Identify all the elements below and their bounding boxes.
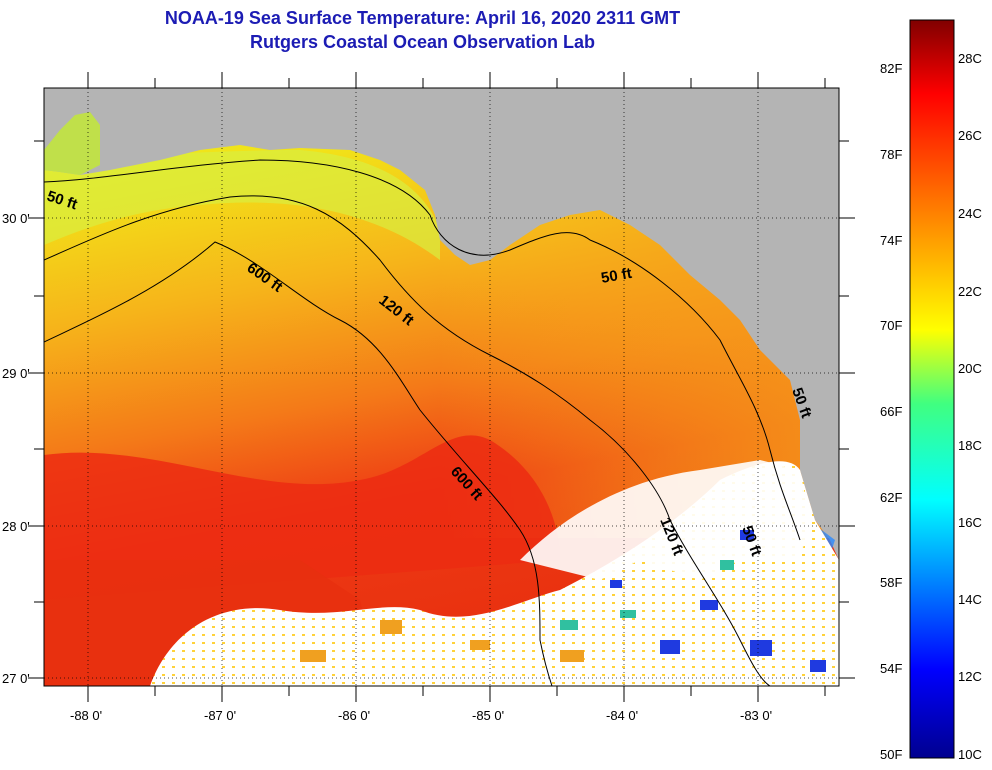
lon-label-88: -88 0' xyxy=(70,708,102,723)
lat-label-28: 28 0' xyxy=(2,519,30,534)
warm-band xyxy=(44,435,560,600)
map-subtitle: Rutgers Coastal Ocean Observation Lab xyxy=(249,32,596,52)
colorbar-gradient xyxy=(909,19,955,759)
colorbar-c-label: 14C xyxy=(958,592,982,607)
warm-pixels xyxy=(560,560,734,630)
colorbar-f-label: 70F xyxy=(880,318,902,333)
nearshore-cool-water xyxy=(44,150,440,260)
mobile-bay xyxy=(44,112,100,175)
contour-600ft xyxy=(44,241,553,686)
colorbar-c-label: 28C xyxy=(958,51,982,66)
land-south xyxy=(830,530,839,560)
ticks xyxy=(28,72,855,702)
colorbar-f-label: 78F xyxy=(880,147,902,162)
colorbar-f-label: 62F xyxy=(880,490,902,505)
lon-label-85: -85 0' xyxy=(472,708,504,723)
colorbar-f-label: 74F xyxy=(880,233,902,248)
colorbar-f-label: 58F xyxy=(880,575,902,590)
colorbar-f-label: 66F xyxy=(880,404,902,419)
map-title: NOAA-19 Sea Surface Temperature: April 1… xyxy=(164,8,681,28)
land-mass xyxy=(44,88,839,560)
colorbar-c-label: 16C xyxy=(958,515,982,530)
contour-50ft xyxy=(44,159,801,541)
colorbar-f-label: 50F xyxy=(880,747,902,762)
colorbar-f-label: 82F xyxy=(880,61,902,76)
colorbar-c-label: 20C xyxy=(958,361,982,376)
cloud-cover xyxy=(150,461,839,686)
lon-label-83: -83 0' xyxy=(740,708,772,723)
plot-frame xyxy=(43,87,840,687)
colorbar-c-label: 24C xyxy=(958,206,982,221)
colorbar-c-label: 22C xyxy=(958,284,982,299)
colorbar-c-label: 18C xyxy=(958,438,982,453)
colorbar-c-label: 26C xyxy=(958,128,982,143)
colorbar-c-label: 10C xyxy=(958,747,982,762)
lon-label-84: -84 0' xyxy=(606,708,638,723)
contour-label: 50 ft xyxy=(600,265,633,287)
lat-label-29: 29 0' xyxy=(2,366,30,381)
cool-pixels xyxy=(610,530,826,672)
colorbar-c-label: 12C xyxy=(958,669,982,684)
orange-pixels xyxy=(300,620,584,662)
graticule xyxy=(44,88,839,686)
lon-label-86: -86 0' xyxy=(338,708,370,723)
lat-label-27: 27 0' xyxy=(2,671,30,686)
lat-label-30: 30 0' xyxy=(2,211,30,226)
cloud-cover-east xyxy=(520,460,810,580)
lon-label-87: -87 0' xyxy=(204,708,236,723)
contour-120ft xyxy=(44,195,771,686)
colorbar-f-label: 54F xyxy=(880,661,902,676)
